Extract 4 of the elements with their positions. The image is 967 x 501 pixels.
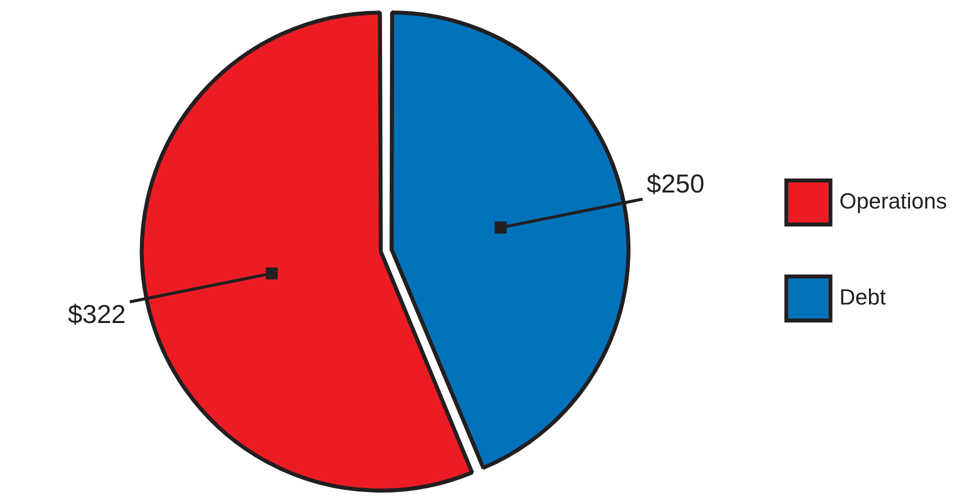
data-label: $250 [646, 168, 704, 198]
data-label: $322 [68, 299, 126, 330]
legend-label: Debt [839, 284, 886, 310]
legend-label: Operations [839, 188, 948, 214]
